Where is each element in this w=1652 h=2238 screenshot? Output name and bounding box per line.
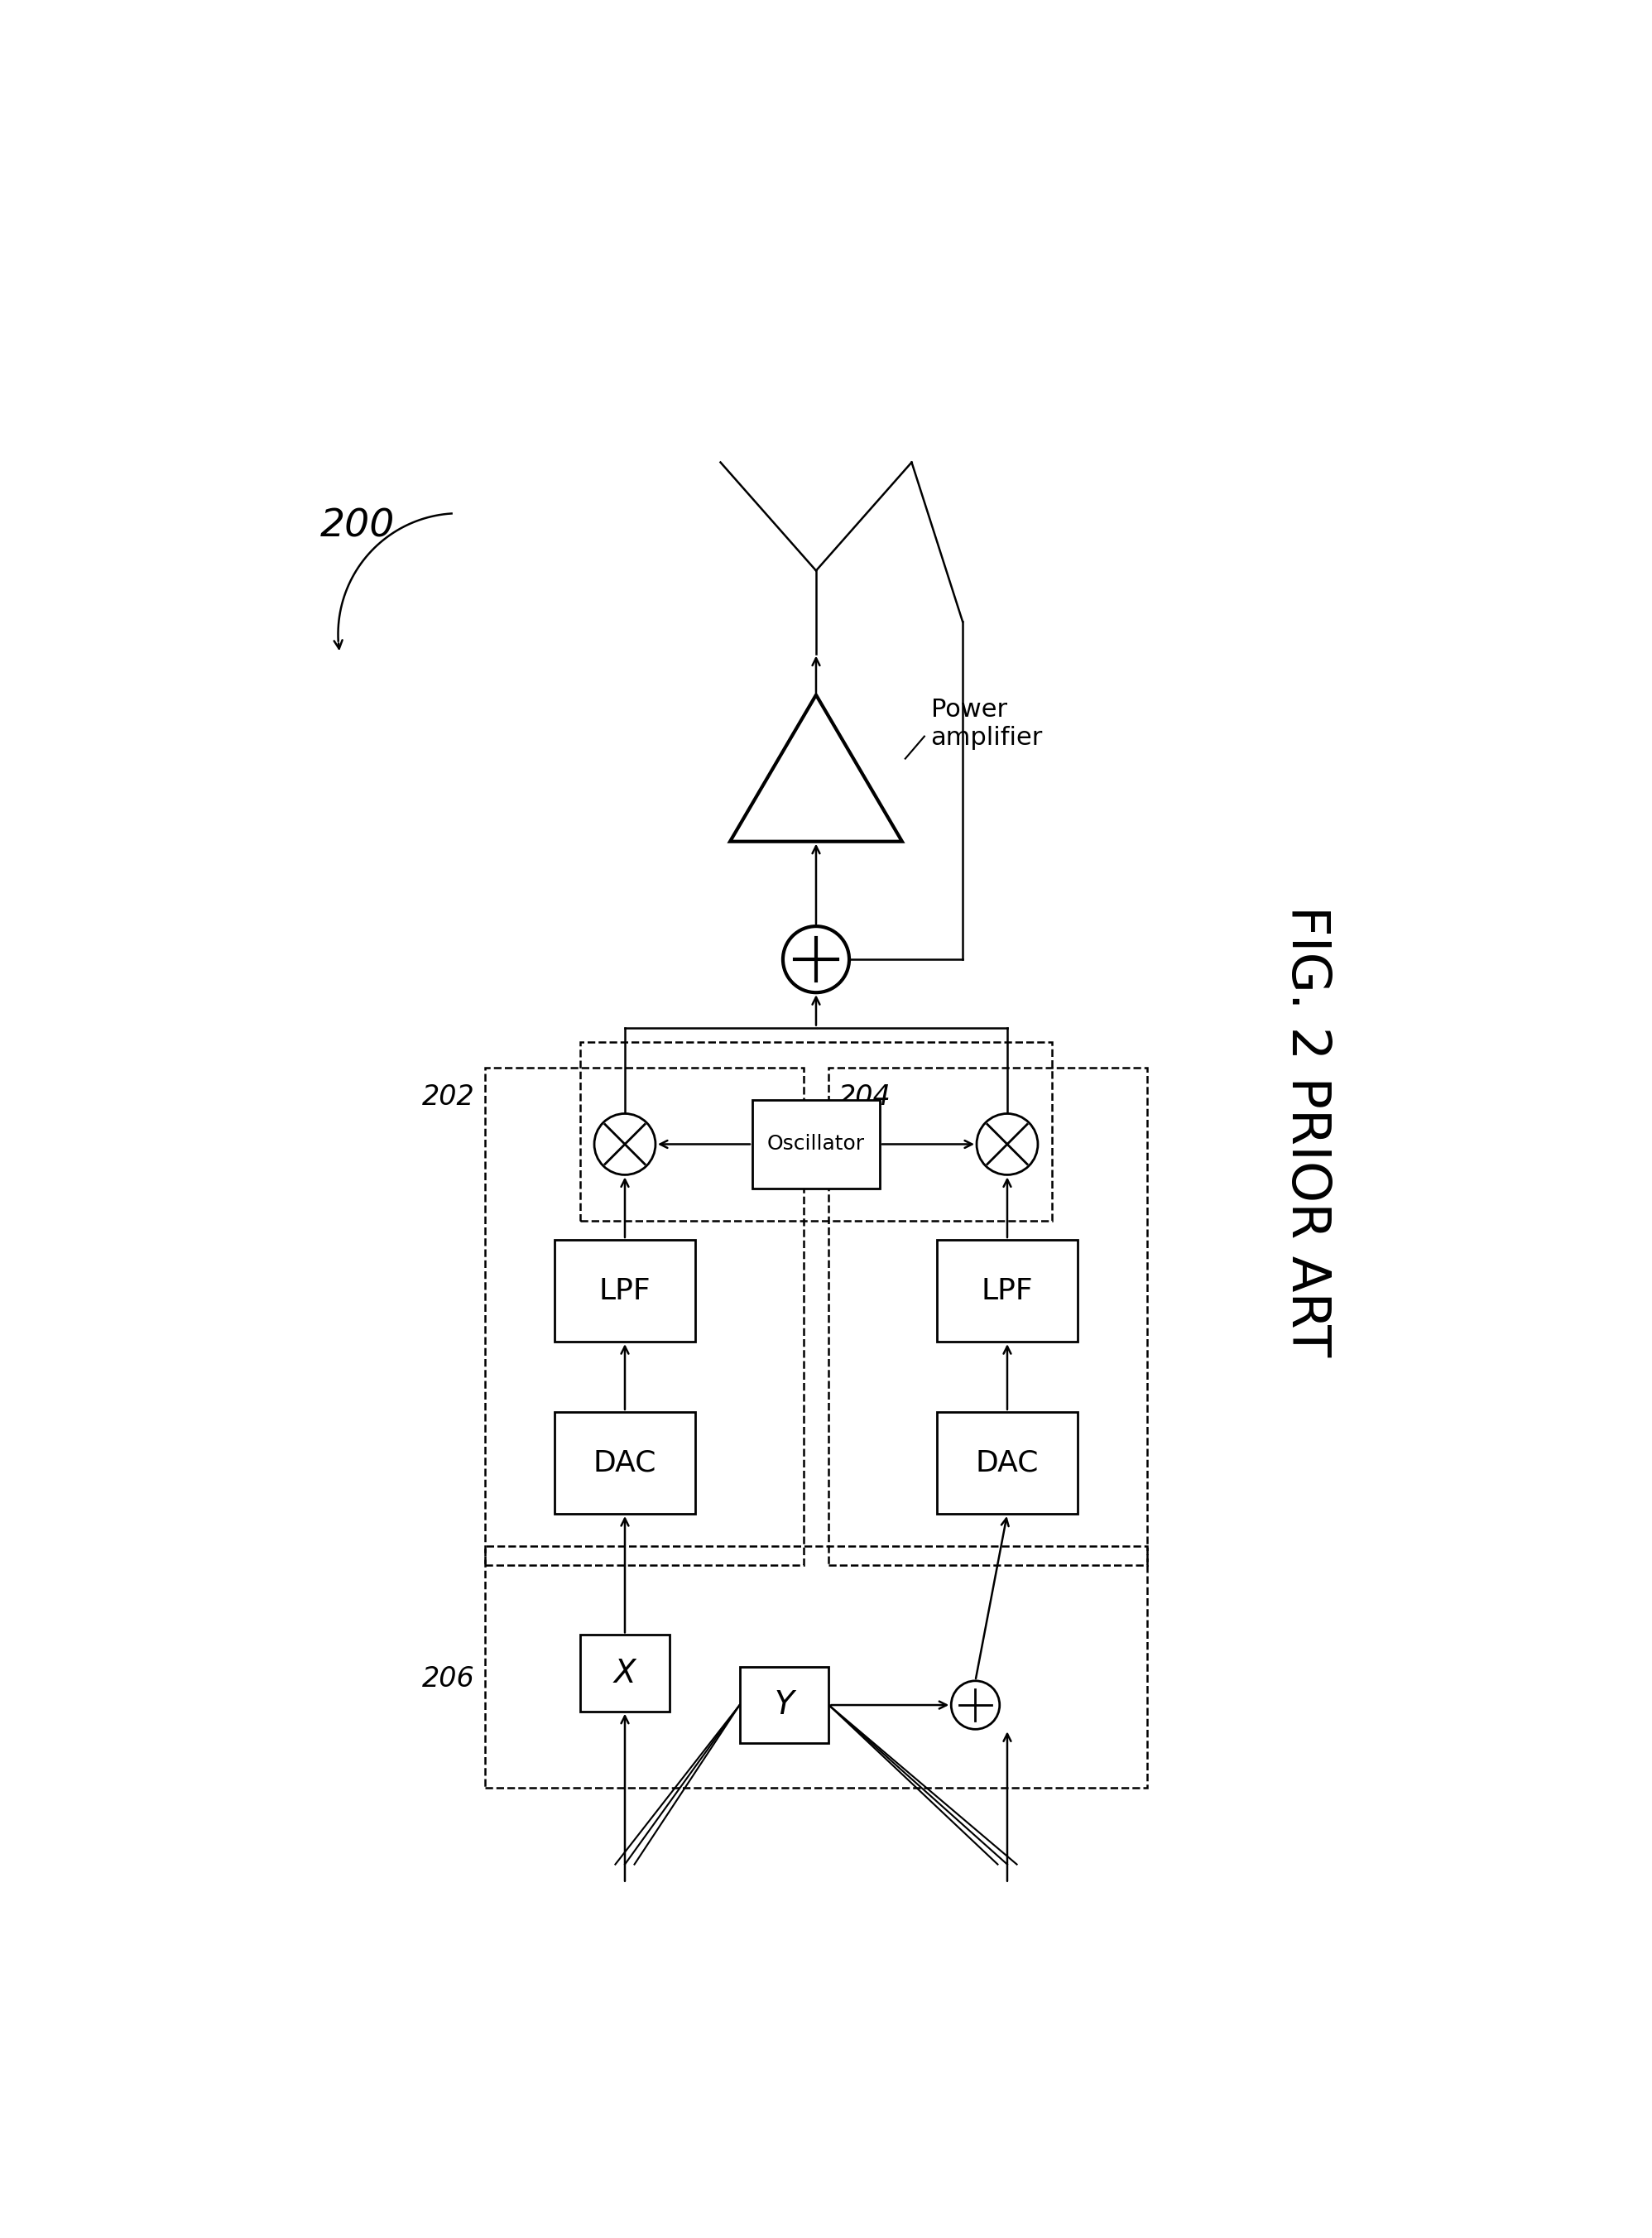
Text: LPF: LPF	[600, 1276, 651, 1305]
Circle shape	[783, 927, 849, 991]
Bar	[937, 1412, 1077, 1513]
Bar	[752, 1099, 881, 1188]
Bar	[580, 1636, 669, 1712]
Text: 202: 202	[423, 1083, 476, 1110]
Text: X: X	[615, 1658, 636, 1690]
Text: Power
amplifier: Power amplifier	[930, 698, 1042, 750]
Polygon shape	[730, 696, 902, 841]
Text: 200: 200	[320, 508, 395, 544]
Bar	[484, 1546, 1148, 1788]
Bar	[937, 1240, 1077, 1343]
Circle shape	[952, 1681, 999, 1730]
Bar	[740, 1667, 829, 1743]
Bar	[555, 1240, 695, 1343]
Bar	[484, 1068, 803, 1564]
Text: 206: 206	[423, 1665, 476, 1692]
Text: DAC: DAC	[976, 1448, 1039, 1477]
Bar	[580, 1043, 1052, 1220]
Bar	[555, 1412, 695, 1513]
Text: DAC: DAC	[593, 1448, 656, 1477]
Circle shape	[595, 1115, 656, 1175]
Text: FIG. 2 PRIOR ART: FIG. 2 PRIOR ART	[1280, 906, 1333, 1356]
Text: Oscillator: Oscillator	[767, 1135, 866, 1155]
Text: LPF: LPF	[981, 1276, 1032, 1305]
Text: 204: 204	[838, 1083, 890, 1110]
Bar	[829, 1068, 1148, 1564]
Circle shape	[976, 1115, 1037, 1175]
Text: Y: Y	[775, 1690, 795, 1721]
